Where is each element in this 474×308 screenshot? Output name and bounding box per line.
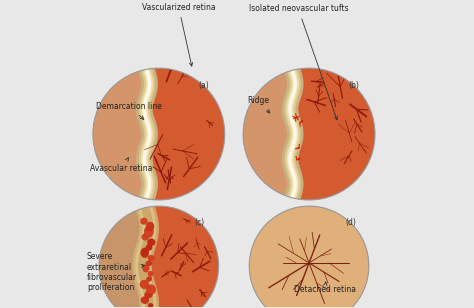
- Text: Avascular retina: Avascular retina: [90, 158, 152, 173]
- Polygon shape: [90, 65, 150, 203]
- Ellipse shape: [146, 285, 155, 294]
- Ellipse shape: [144, 226, 154, 237]
- Text: (d): (d): [345, 218, 356, 227]
- Text: Detached retina: Detached retina: [294, 282, 356, 294]
- Text: Ridge: Ridge: [248, 96, 270, 113]
- Ellipse shape: [146, 277, 152, 282]
- Polygon shape: [96, 203, 151, 308]
- Text: (b): (b): [348, 81, 359, 90]
- Circle shape: [99, 206, 219, 308]
- Text: (a): (a): [198, 81, 209, 90]
- Ellipse shape: [141, 248, 149, 258]
- Ellipse shape: [147, 239, 155, 246]
- Ellipse shape: [143, 265, 149, 272]
- Circle shape: [249, 206, 369, 308]
- Ellipse shape: [146, 222, 154, 231]
- Circle shape: [243, 68, 375, 200]
- Ellipse shape: [146, 245, 152, 250]
- Ellipse shape: [148, 303, 153, 308]
- Ellipse shape: [141, 297, 149, 304]
- Text: Demarcation line: Demarcation line: [96, 102, 162, 119]
- Circle shape: [249, 206, 369, 308]
- Ellipse shape: [146, 261, 152, 266]
- Ellipse shape: [148, 255, 154, 261]
- Ellipse shape: [140, 218, 147, 225]
- Ellipse shape: [145, 292, 153, 298]
- Polygon shape: [240, 65, 295, 203]
- Ellipse shape: [143, 307, 151, 308]
- Ellipse shape: [142, 234, 149, 240]
- Text: (c): (c): [195, 218, 205, 227]
- Circle shape: [93, 68, 225, 200]
- Text: Vascularized retina: Vascularized retina: [142, 3, 216, 66]
- Text: Severe
extraretinal
fibrovascular
proliferation: Severe extraretinal fibrovascular prolif…: [87, 252, 145, 292]
- Text: Isolated neovascular tufts: Isolated neovascular tufts: [248, 4, 348, 120]
- Ellipse shape: [148, 271, 153, 277]
- Ellipse shape: [307, 261, 311, 265]
- Ellipse shape: [140, 280, 149, 289]
